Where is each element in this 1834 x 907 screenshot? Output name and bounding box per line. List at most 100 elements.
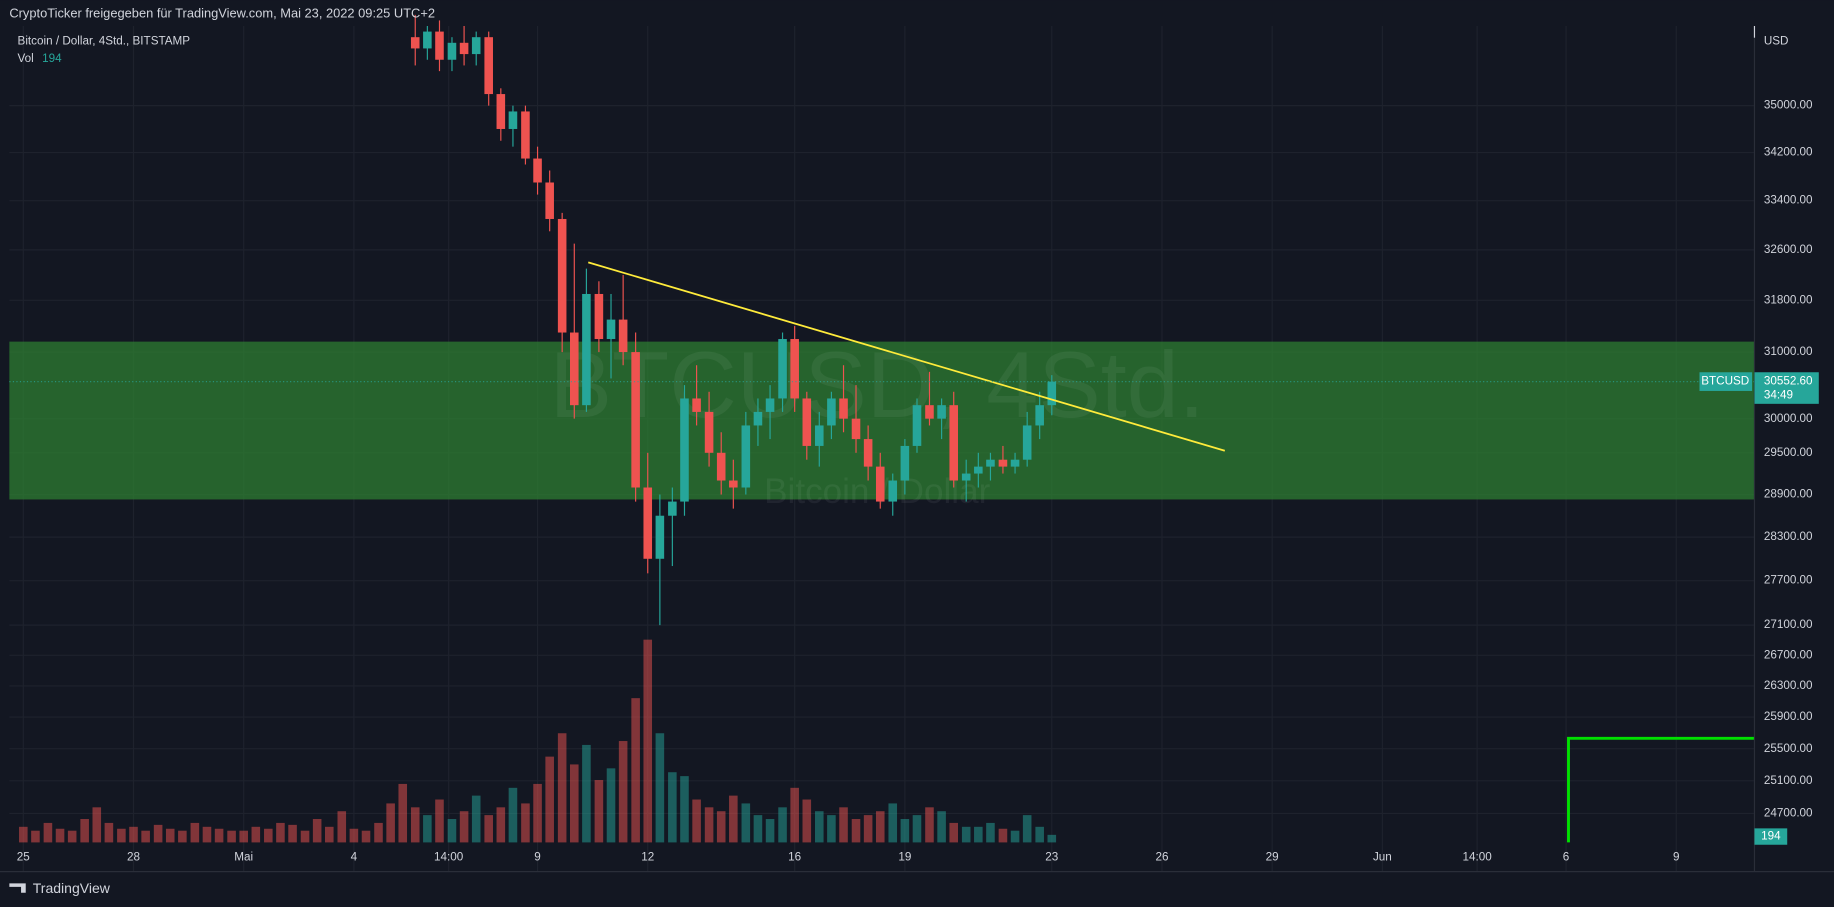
candle-body bbox=[655, 515, 665, 559]
candle-body bbox=[790, 339, 799, 399]
price-tag bbox=[1754, 372, 1819, 404]
volume-bar bbox=[43, 822, 53, 843]
candle-body bbox=[839, 398, 848, 419]
candle-body bbox=[618, 319, 628, 353]
candle-body bbox=[1022, 425, 1032, 460]
candle-body bbox=[594, 293, 604, 340]
candle-body bbox=[471, 37, 481, 55]
volume-bar bbox=[19, 826, 28, 843]
x-tick-label: 9 bbox=[1673, 851, 1680, 864]
volume-bar bbox=[606, 768, 616, 843]
volume-bar bbox=[1022, 815, 1032, 843]
volume-bar bbox=[165, 828, 175, 843]
volume-bar bbox=[900, 819, 910, 843]
volume-bar bbox=[986, 822, 995, 843]
y-tick-label: 33400.00 bbox=[1764, 194, 1813, 207]
volume-bar bbox=[104, 822, 114, 843]
candle-body bbox=[606, 319, 616, 340]
volume-bar bbox=[251, 826, 261, 843]
volume-bar bbox=[545, 756, 554, 843]
volume-bar bbox=[67, 830, 77, 843]
candle-body bbox=[998, 459, 1008, 467]
volume-bar bbox=[753, 815, 763, 843]
candle-body bbox=[814, 425, 824, 446]
volume-bar bbox=[55, 828, 65, 843]
volume-bar bbox=[729, 795, 738, 843]
candle-body bbox=[704, 411, 714, 453]
volume-bar bbox=[325, 826, 334, 843]
volume-bar bbox=[276, 822, 285, 843]
y-tick-label: 30000.00 bbox=[1764, 412, 1813, 425]
volume-bar bbox=[129, 826, 138, 843]
volume-bar bbox=[459, 811, 469, 843]
volume-bar bbox=[582, 744, 591, 843]
volume-bar bbox=[790, 787, 799, 843]
x-tick-label: Jun bbox=[1373, 851, 1392, 864]
candle-body bbox=[949, 405, 959, 481]
volume-bar bbox=[974, 826, 983, 843]
candle-body bbox=[741, 425, 751, 488]
symbol-title: Bitcoin / Dollar, 4Std., BITSTAMP bbox=[18, 34, 191, 47]
volume-bar bbox=[839, 807, 848, 843]
x-tick-label: 28 bbox=[127, 851, 140, 864]
volume-bar bbox=[827, 815, 836, 843]
volume-bar bbox=[912, 815, 922, 843]
x-tick-label: 29 bbox=[1266, 851, 1279, 864]
candle-body bbox=[1010, 459, 1020, 467]
candle-body bbox=[508, 111, 518, 129]
volume-bar bbox=[471, 795, 481, 843]
volume-bar bbox=[1047, 834, 1057, 843]
x-tick-label: 16 bbox=[788, 851, 801, 864]
volume-bar bbox=[349, 828, 359, 843]
volume-bar bbox=[716, 811, 726, 843]
candle-body bbox=[729, 480, 738, 488]
volume-bar bbox=[447, 819, 457, 843]
y-tick-label: 28300.00 bbox=[1764, 530, 1813, 543]
candle-body bbox=[851, 418, 861, 440]
candle-body bbox=[778, 339, 787, 399]
volume-bar bbox=[508, 787, 518, 843]
volume-bar bbox=[288, 824, 297, 843]
candle-body bbox=[447, 42, 457, 60]
candle-body bbox=[533, 158, 542, 183]
y-tick-label: 25900.00 bbox=[1764, 710, 1813, 723]
x-tick-label: 9 bbox=[534, 851, 541, 864]
volume-bar bbox=[643, 639, 653, 843]
volume-bar bbox=[961, 826, 971, 843]
volume-bar bbox=[337, 811, 347, 843]
volume-bar bbox=[1035, 826, 1044, 843]
watermark: BTCUSD, 4Std. bbox=[550, 332, 1205, 437]
y-tick-label: 32600.00 bbox=[1764, 243, 1813, 256]
x-tick-label: 19 bbox=[898, 851, 911, 864]
volume-bar bbox=[704, 807, 714, 843]
y-tick-label: 29500.00 bbox=[1764, 446, 1813, 459]
candle-body bbox=[570, 332, 579, 406]
volume-bar bbox=[92, 807, 102, 843]
candle-body bbox=[986, 459, 995, 467]
candle-body bbox=[753, 411, 763, 426]
volume-bar bbox=[594, 780, 604, 843]
candle-body bbox=[802, 398, 812, 446]
volume-legend: Vol bbox=[18, 52, 34, 65]
volume-bar bbox=[361, 830, 371, 843]
volume-bar bbox=[741, 803, 751, 843]
volume-bar bbox=[692, 799, 701, 843]
y-tick-label: 26300.00 bbox=[1764, 679, 1813, 692]
volume-tag bbox=[1754, 828, 1788, 845]
candle-body bbox=[961, 473, 971, 481]
trendline bbox=[587, 261, 1226, 452]
x-tick-label: 14:00 bbox=[434, 851, 464, 864]
volume-bar bbox=[312, 819, 322, 843]
candle-body bbox=[1047, 381, 1057, 406]
candle-body bbox=[888, 480, 898, 502]
candle-body bbox=[668, 501, 677, 516]
volume-bar bbox=[765, 819, 775, 843]
candle-body bbox=[643, 487, 653, 559]
symbol-tag-label: BTCUSD bbox=[1701, 375, 1749, 388]
volume-legend-value: 194 bbox=[42, 52, 62, 65]
candle-body bbox=[1035, 405, 1044, 426]
candle-body bbox=[631, 352, 640, 488]
candle-body bbox=[435, 31, 444, 60]
candle-body bbox=[875, 466, 885, 502]
